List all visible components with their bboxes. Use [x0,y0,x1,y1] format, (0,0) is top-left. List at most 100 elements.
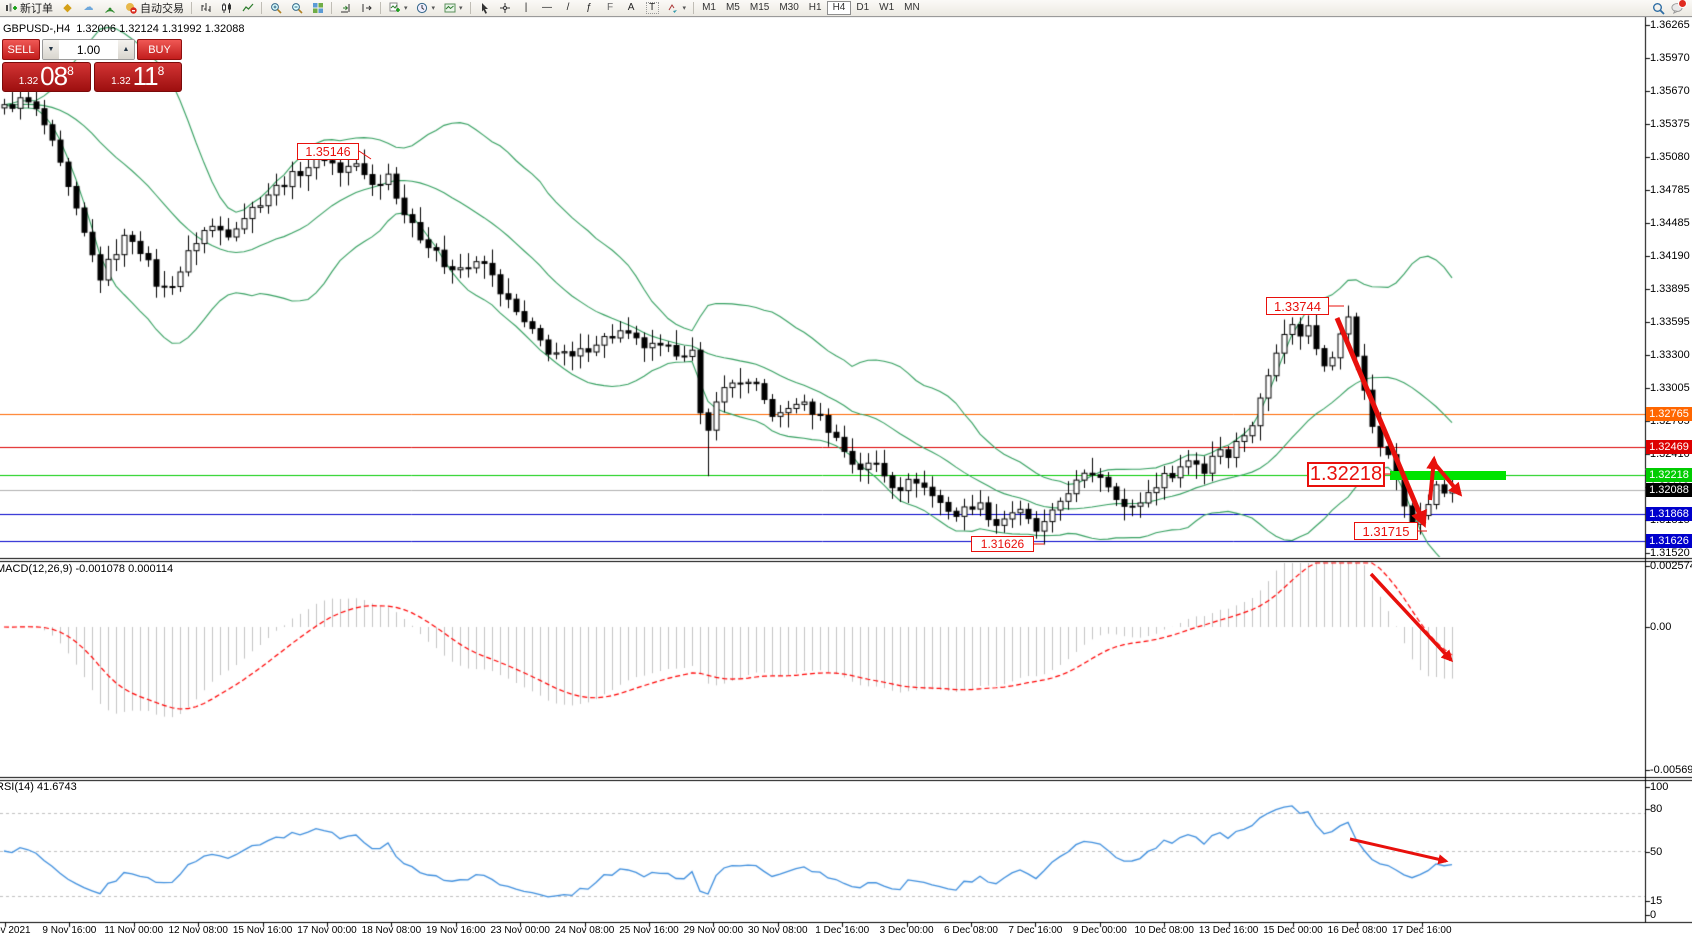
trendline-tool[interactable]: / [558,1,579,15]
sell-price-panel[interactable]: 1.32 08 8 [2,62,91,92]
fibo-fan-icon: F [606,2,614,13]
dropdown-caret: ▾ [431,5,436,12]
label-tool[interactable]: T [642,1,663,15]
fibonacci-tool[interactable]: ƒ [579,1,600,15]
fibonacci-icon: ƒ [586,2,592,13]
templates-button[interactable]: ▾ [439,1,467,15]
time-tick-label: 30 Nov 08:00 [748,925,808,936]
timeframe-h4[interactable]: H4 [826,1,852,15]
periods-button[interactable]: ▾ [412,1,440,15]
horizontal-line-icon: — [542,2,553,13]
main-toolbar: 新订单 ◆ ☁ 自动交易 ▾ ▾ ▾ | — / ƒ F A T ▾ M1 M5 M… [0,0,1692,17]
indicator-axis-tick: 0.00 [1650,621,1672,633]
green-highlight-bar[interactable] [1390,471,1506,480]
favorites-button[interactable]: ◆ [57,1,78,15]
timeframe-m30[interactable]: M30 [779,2,799,13]
crosshair-tool[interactable] [495,1,516,15]
time-tick-label: 25 Nov 16:00 [619,925,679,936]
toolbar-right-group [1652,0,1692,15]
shapes-tool[interactable]: ▾ [663,1,691,15]
timeframe-m1[interactable]: M1 [702,2,716,13]
bar-chart-icon [199,2,212,14]
price-label-131626[interactable]: 1.31626 [971,536,1034,552]
price-label-135146[interactable]: 1.35146 [297,143,359,160]
zoom-out-button[interactable] [286,1,307,15]
signals-button[interactable] [99,1,120,15]
cloud-button[interactable]: ☁ [78,1,99,15]
auto-scroll-button[interactable] [335,1,356,15]
price-badge-1.32469: 1.32469 [1646,440,1692,455]
price-badge-1.31626: 1.31626 [1646,534,1692,549]
tile-windows-icon [311,2,324,14]
price-label-132218[interactable]: 1.32218 [1307,462,1385,487]
toolbar-separator [693,2,695,14]
search-icon[interactable] [1652,2,1665,15]
quote-line: GBPUSD-,H4 1.32006 1.32124 1.31992 1.3208… [3,23,244,35]
new-order-button[interactable]: 新订单 [0,1,57,15]
zoom-in-button[interactable] [265,1,286,15]
price-tick: 1.34485 [1650,217,1690,230]
line-chart-button[interactable] [237,1,258,15]
timeframe-mn[interactable]: MN [904,2,920,13]
time-tick-label: 9 Nov 16:00 [42,925,97,936]
time-tick-label: 1 Dec 16:00 [815,925,870,936]
timeframe-h1[interactable]: H1 [808,2,822,13]
chart-shift-button[interactable] [356,1,377,15]
cursor-tool[interactable] [474,1,495,15]
price-tick: 1.33595 [1650,316,1690,329]
candle-chart-button[interactable] [216,1,237,15]
price-label-133744[interactable]: 1.33744 [1266,297,1329,315]
line-chart-icon [241,2,254,14]
price-badge-1.32765: 1.32765 [1646,407,1692,422]
indicators-button[interactable]: ▾ [384,1,412,15]
timeframe-d1[interactable]: D1 [856,2,870,13]
chart-shift-icon [360,2,373,14]
indicator-axis-tick: 100 [1650,781,1669,793]
cursor-icon [478,2,491,14]
dropdown-caret: ▾ [459,5,463,12]
timeframe-m5[interactable]: M5 [725,2,740,13]
sell-button[interactable]: SELL [2,39,40,60]
macd-label: MACD(12,26,9) -0.001078 0.000114 [0,563,174,575]
volume-decrease-button[interactable]: ▼ [43,40,59,59]
trendline-icon: / [566,2,570,13]
timeframe-w1[interactable]: W1 [879,2,895,13]
indicator-axis-tick: 0 [1650,909,1657,921]
time-tick-label: 8 Nov 2021 [0,925,31,936]
notification-badge [1678,0,1687,8]
buy-price-digits: 11 [132,61,159,91]
timeframe-m15[interactable]: M15 [749,2,770,13]
symbol-period: GBPUSD-,H4 [3,23,71,35]
text-tool[interactable]: A [621,1,642,15]
price-tick: 1.36265 [1650,19,1690,31]
buy-price-panel[interactable]: 1.32 11 8 [93,61,182,92]
vline-tool[interactable]: | [516,1,537,15]
price-tick: 1.33005 [1650,381,1690,394]
price-tick: 1.35375 [1650,118,1690,131]
volume-input[interactable] [59,40,118,59]
dropdown-caret: ▾ [404,5,408,12]
toolbar-separator [191,2,192,14]
price-tick: 1.33895 [1650,282,1690,295]
time-tick-label: 13 Dec 16:00 [1198,925,1259,936]
bar-chart-button[interactable] [195,1,216,15]
indicator-axis-tick: 80 [1650,803,1663,815]
price-tick: 1.35970 [1650,51,1690,64]
hline-tool[interactable]: — [537,1,558,15]
toolbar-separator [469,2,471,14]
new-order-icon [4,2,17,14]
time-tick-label: 10 Dec 08:00 [1134,925,1194,936]
fibo-fan-tool[interactable]: F [600,1,621,15]
volume-increase-button[interactable]: ▲ [118,40,134,59]
price-label-131715[interactable]: 1.31715 [1354,522,1418,540]
buy-button[interactable]: BUY [137,39,182,60]
dropdown-caret: ▾ [682,5,687,12]
price-badge-1.32218: 1.32218 [1646,468,1692,483]
zoom-in-icon [269,2,282,14]
tile-windows-button[interactable] [307,1,328,15]
crosshair-icon [499,2,512,14]
autotrading-button[interactable]: 自动交易 [120,1,188,15]
notifications-icon[interactable] [1671,0,1687,14]
